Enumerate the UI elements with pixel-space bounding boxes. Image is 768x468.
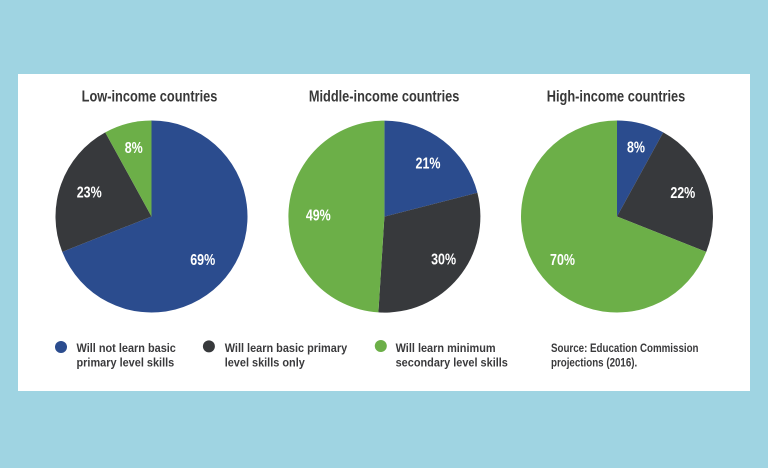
svg-text:8%: 8% xyxy=(627,139,645,157)
svg-text:Source: Education Commission: Source: Education Commission xyxy=(551,342,699,355)
svg-text:primary level skills: primary level skills xyxy=(77,357,175,370)
svg-text:23%: 23% xyxy=(77,184,102,202)
svg-text:Will not learn basic: Will not learn basic xyxy=(77,343,177,356)
svg-text:Low-income countries: Low-income countries xyxy=(82,88,218,106)
svg-text:Will learn minimum: Will learn minimum xyxy=(396,343,496,356)
svg-text:secondary level skills: secondary level skills xyxy=(396,357,508,370)
svg-text:projections (2016).: projections (2016). xyxy=(551,357,637,370)
svg-text:49%: 49% xyxy=(306,207,331,225)
svg-text:level skills only: level skills only xyxy=(225,357,306,370)
svg-text:21%: 21% xyxy=(416,155,441,173)
svg-text:69%: 69% xyxy=(190,252,215,270)
svg-text:70%: 70% xyxy=(550,252,575,270)
svg-text:30%: 30% xyxy=(431,251,456,269)
svg-text:22%: 22% xyxy=(670,185,695,203)
svg-text:Middle-income countries: Middle-income countries xyxy=(309,88,460,106)
svg-text:8%: 8% xyxy=(125,140,143,158)
svg-text:High-income countries: High-income countries xyxy=(547,88,685,106)
svg-text:Will learn basic primary: Will learn basic primary xyxy=(225,343,348,356)
